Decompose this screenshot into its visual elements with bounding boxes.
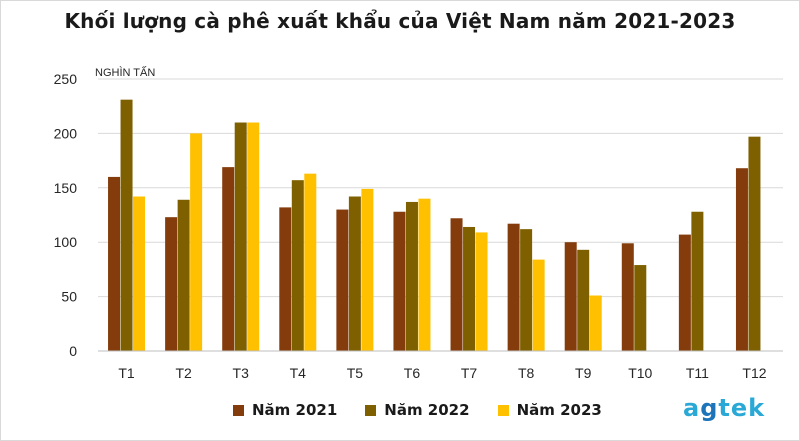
- bar-t7-2023: [475, 232, 488, 351]
- legend-swatch-2023: [497, 404, 509, 416]
- agtek-logo: agtek: [683, 394, 766, 422]
- bar-t6-2021: [393, 211, 406, 351]
- x-tick-label: T7: [461, 365, 478, 381]
- y-tick-label: 100: [54, 234, 78, 250]
- legend-label-2021: Năm 2021: [252, 401, 338, 419]
- bar-t12-2022: [748, 136, 761, 351]
- y-tick-label: 50: [61, 289, 77, 305]
- x-tick-label: T3: [233, 365, 250, 381]
- bar-t8-2022: [520, 229, 533, 351]
- bar-t1-2021: [108, 176, 121, 351]
- gridlines: [98, 78, 783, 298]
- legend-swatch-2022: [365, 404, 377, 416]
- bar-t3-2023: [247, 122, 260, 352]
- bar-t8-2021: [507, 223, 520, 351]
- bar-t8-2023: [532, 259, 545, 351]
- bar-t9-2022: [577, 249, 590, 351]
- x-tick-label: T12: [742, 365, 766, 381]
- bar-t3-2022: [234, 122, 247, 352]
- bar-t5-2021: [336, 209, 349, 351]
- y-tick-label: 250: [54, 71, 78, 87]
- bar-t10-2022: [634, 265, 647, 351]
- x-tick-label: T9: [575, 365, 592, 381]
- y-tick-label: 150: [54, 180, 78, 196]
- x-tick-label: T1: [118, 365, 135, 381]
- bars: [108, 99, 761, 352]
- bar-t4-2022: [291, 180, 304, 351]
- bar-t3-2021: [222, 167, 235, 351]
- y-axis-tick-labels: 0 50 100 150 200 250: [54, 71, 78, 359]
- bar-t2-2023: [190, 133, 203, 351]
- chart-title: Khối lượng cà phê xuất khẩu của Việt Nam…: [64, 9, 736, 33]
- bar-t11-2021: [678, 234, 691, 351]
- x-tick-label: T2: [175, 365, 192, 381]
- x-tick-label: T11: [686, 365, 709, 381]
- bar-t9-2023: [589, 295, 602, 351]
- x-tick-label: T5: [347, 365, 364, 381]
- bar-t6-2023: [418, 198, 431, 351]
- bar-t10-2021: [621, 243, 634, 351]
- bar-t5-2023: [361, 188, 374, 351]
- legend-item-2023: Năm 2023: [497, 401, 602, 419]
- bar-t1-2023: [133, 196, 146, 351]
- y-tick-label: 200: [54, 125, 78, 141]
- bar-t9-2021: [564, 242, 577, 351]
- x-tick-label: T10: [628, 365, 652, 381]
- bar-t1-2022: [120, 99, 133, 351]
- bar-t7-2022: [463, 226, 476, 351]
- bar-t2-2022: [177, 199, 190, 351]
- bar-t4-2021: [279, 207, 292, 351]
- bar-t4-2023: [304, 173, 317, 351]
- legend-swatch-2021: [233, 404, 244, 416]
- legend-label-2023: Năm 2023: [516, 401, 602, 419]
- bar-t5-2022: [348, 196, 361, 351]
- x-tick-label: T6: [404, 365, 421, 381]
- y-axis-unit-label: NGHÌN TẤN: [95, 66, 155, 79]
- x-tick-label: T4: [290, 365, 307, 381]
- legend-label-2022: Năm 2022: [384, 401, 470, 419]
- legend-item-2022: Năm 2022: [365, 401, 470, 419]
- bar-t12-2021: [735, 168, 748, 351]
- legend: Năm 2021 Năm 2022 Năm 2023: [233, 401, 602, 419]
- x-axis-tick-labels: T1 T2 T3 T4 T5 T6 T7 T8 T9 T10 T11 T12: [118, 365, 766, 381]
- bar-t11-2022: [691, 211, 704, 351]
- legend-item-2021: Năm 2021: [233, 401, 337, 419]
- bar-t7-2021: [450, 218, 463, 351]
- y-tick-label: 0: [69, 343, 77, 359]
- x-tick-label: T8: [518, 365, 535, 381]
- bar-t2-2021: [165, 217, 178, 351]
- bar-t6-2022: [405, 201, 418, 351]
